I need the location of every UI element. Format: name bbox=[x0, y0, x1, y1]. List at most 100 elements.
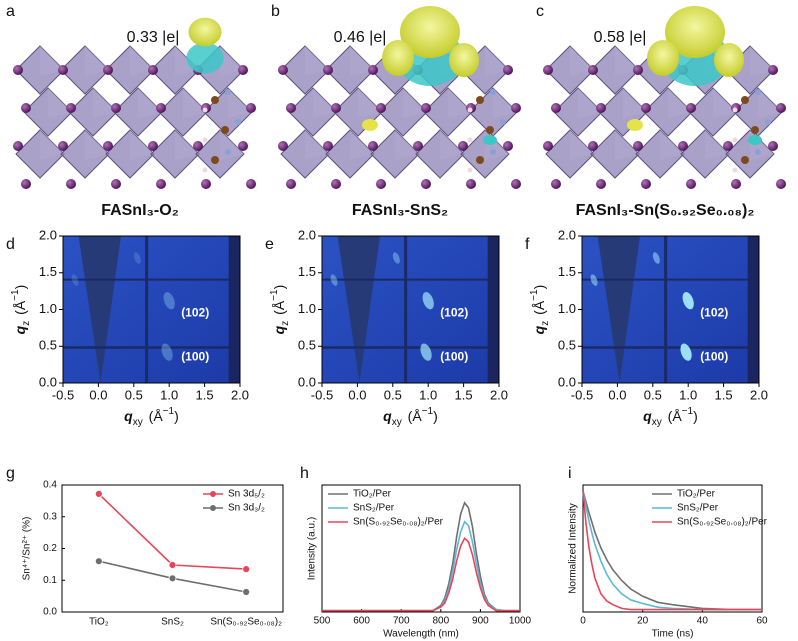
axis-label-part: ) bbox=[433, 408, 438, 424]
x-tick-label: 1.5 bbox=[455, 387, 473, 402]
x-tick-label: 2.0 bbox=[490, 387, 508, 402]
iodine-atom bbox=[633, 65, 643, 75]
panel-label: a bbox=[6, 3, 15, 20]
panel-label: d bbox=[6, 236, 15, 253]
iodine-atom bbox=[111, 103, 121, 113]
iodine-atom bbox=[511, 103, 521, 113]
detector-map bbox=[322, 236, 499, 383]
axis-label-part: ) bbox=[271, 285, 287, 290]
structure-name: FASnI₃-Sn(S₀.₉₂Se₀.₀₈)₂ bbox=[576, 202, 755, 219]
iodine-atom bbox=[686, 103, 696, 113]
iodine-atom bbox=[503, 65, 513, 75]
missing-wedge bbox=[337, 236, 381, 383]
charge-density bbox=[714, 43, 744, 77]
fa-cation bbox=[467, 167, 473, 173]
octahedron-face bbox=[175, 130, 199, 160]
iodine-atom bbox=[551, 179, 561, 189]
fa-cation bbox=[211, 96, 219, 104]
y-tick-label: 2.0 bbox=[39, 227, 57, 242]
y-tick-label: 0.4 bbox=[43, 480, 57, 491]
x-tick-label: 900 bbox=[472, 616, 489, 627]
charge-density bbox=[382, 40, 414, 76]
octahedron-face bbox=[750, 46, 774, 76]
axis-label-part: ) bbox=[12, 285, 28, 290]
charge-density bbox=[627, 119, 643, 131]
iodine-atom bbox=[13, 141, 23, 151]
axis-label-part: (Å bbox=[404, 408, 423, 424]
axis-label-part: (Å bbox=[145, 408, 164, 424]
structure-name: FASnI₃-O₂ bbox=[101, 202, 179, 219]
legend-label: Sn 3d₅/₂ bbox=[228, 489, 265, 500]
octahedron-face bbox=[395, 130, 419, 160]
charge-label: 0.46 |e| bbox=[334, 29, 387, 46]
axis-label: Intensity (a.u.) bbox=[307, 517, 318, 580]
octahedron-face bbox=[130, 46, 154, 76]
octahedron-face bbox=[40, 46, 64, 76]
data-point bbox=[168, 561, 177, 569]
y-tick-label: 1.0 bbox=[558, 301, 576, 316]
octahedron-face bbox=[615, 130, 639, 160]
iodine-atom bbox=[723, 141, 733, 151]
iodine-atom bbox=[66, 103, 76, 113]
detector-gap bbox=[322, 346, 499, 349]
detector-map bbox=[582, 236, 759, 383]
iodine-atom bbox=[466, 179, 476, 189]
octahedron-face bbox=[660, 130, 684, 160]
fa-cation bbox=[755, 89, 761, 95]
octahedron-face bbox=[705, 130, 729, 160]
missing-wedge bbox=[78, 236, 122, 383]
iodine-atom bbox=[58, 141, 68, 151]
iodine-atom bbox=[238, 65, 248, 75]
y-tick-label: 2.0 bbox=[558, 227, 576, 242]
detector-gap bbox=[63, 278, 240, 281]
fa-cation bbox=[751, 126, 759, 134]
plot-frame bbox=[582, 484, 763, 613]
iodine-atom bbox=[368, 65, 378, 75]
panel-label: i bbox=[568, 465, 572, 482]
axis-label-part: −1 bbox=[163, 406, 175, 417]
iodine-atom bbox=[278, 65, 288, 75]
axis-label-part: q bbox=[643, 408, 652, 424]
axis-label-part: q bbox=[12, 325, 28, 334]
diffraction-spot bbox=[680, 343, 692, 361]
legend-label: SnS₂/Per bbox=[353, 503, 395, 514]
iodine-atom bbox=[376, 179, 386, 189]
y-tick-label: 1.0 bbox=[39, 301, 57, 316]
iodine-atom bbox=[633, 141, 643, 151]
diffraction-spot bbox=[330, 274, 338, 286]
x-tick-label: 0.0 bbox=[348, 387, 366, 402]
data-point bbox=[242, 588, 251, 596]
peak-label: (102) bbox=[440, 306, 468, 320]
octahedron-face bbox=[570, 130, 594, 160]
panel-label: c bbox=[536, 3, 544, 20]
y-tick-label: 0.2 bbox=[43, 543, 57, 554]
fa-cation bbox=[225, 149, 231, 155]
axis-label: qz (Å−1) bbox=[529, 285, 551, 335]
x-tick-label: -0.5 bbox=[52, 387, 74, 402]
detector-edge bbox=[487, 236, 499, 383]
charge-density bbox=[188, 17, 222, 47]
octahedron-face bbox=[183, 88, 207, 118]
detector-gap bbox=[145, 236, 149, 383]
octahedron-face bbox=[48, 88, 72, 118]
axis-label-part: q bbox=[531, 325, 547, 334]
structure-render bbox=[278, 6, 521, 189]
octahedron-face bbox=[350, 130, 374, 160]
data-point bbox=[168, 574, 177, 583]
y-tick-label: 1.0 bbox=[298, 301, 316, 316]
fa-cation bbox=[732, 167, 738, 173]
octahedron-face bbox=[350, 46, 374, 76]
fa-cation bbox=[486, 126, 494, 134]
detector-gap bbox=[664, 236, 668, 383]
fa-cation bbox=[500, 119, 506, 125]
iodine-atom bbox=[323, 141, 333, 151]
iodine-atom bbox=[543, 65, 553, 75]
iodine-atom bbox=[413, 141, 423, 151]
panel-label: h bbox=[300, 465, 309, 482]
iodine-atom bbox=[246, 103, 256, 113]
x-tick-label: 0.5 bbox=[384, 387, 402, 402]
axis-label-part: xy bbox=[392, 417, 403, 428]
fa-cation bbox=[467, 107, 473, 113]
iodine-atom bbox=[58, 65, 68, 75]
detector-map bbox=[63, 236, 240, 383]
